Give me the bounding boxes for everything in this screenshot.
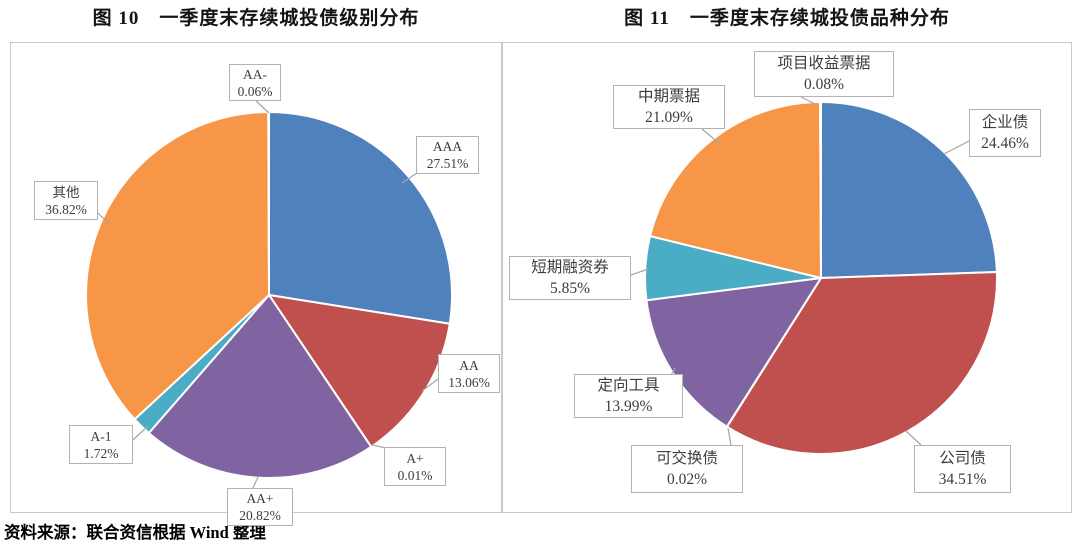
callout-project-revenue-note: 项目收益票据 0.08%: [754, 51, 894, 97]
figure-11-chart-panel: 项目收益票据 0.08% 中期票据 21.09% 企业债 24.46% 短期融资…: [502, 42, 1072, 513]
callout-category: 企业债: [981, 114, 1029, 131]
callout-aaa: AAA 27.51%: [416, 136, 479, 174]
callout-percent: 20.82%: [239, 508, 281, 523]
pie-slices: [644, 100, 998, 455]
callout-percent: 36.82%: [45, 201, 87, 217]
leader-line: [132, 425, 149, 441]
callout-percent: 0.08%: [803, 76, 845, 93]
pie-chart-rating-svg: [85, 99, 453, 489]
leader-line: [254, 99, 270, 114]
callout-short-term-cp: 短期融资券 5.85%: [509, 256, 631, 300]
callout-aa: AA 13.06%: [438, 354, 500, 393]
callout-category: A+: [406, 450, 424, 466]
leader-line: [727, 427, 732, 446]
callout-percent: 5.85%: [549, 280, 591, 297]
callout-category: 短期融资券: [531, 259, 609, 276]
callout-mtn: 中期票据 21.09%: [613, 85, 725, 129]
pie-slice-0: [268, 111, 453, 325]
callout-percent: 0.02%: [666, 471, 708, 488]
callout-category: AAA: [432, 139, 463, 154]
callout-percent: 1.72%: [83, 445, 119, 461]
callout-category: 中期票据: [637, 88, 700, 105]
callout-category: AA: [459, 357, 479, 373]
callout-category: 可交换债: [655, 450, 718, 467]
leader-lines: [630, 96, 970, 446]
callout-a-1: A-1 1.72%: [69, 425, 133, 464]
pie-slice-1: [725, 271, 998, 455]
leader-line: [905, 430, 922, 446]
callout-exchangeable-bond: 可交换债 0.02%: [631, 445, 743, 493]
pie-slice-6: [267, 111, 270, 296]
leader-lines: [95, 99, 439, 489]
callout-percent: 27.51%: [426, 156, 469, 171]
leader-line: [252, 476, 259, 489]
callout-category: AA+: [246, 491, 274, 506]
figure-11-title: 图 11 一季度末存续城投债品种分布: [624, 8, 950, 29]
callout-percent: 13.99%: [604, 398, 653, 415]
data-source-note: 资料来源：联合资信根据 Wind 整理: [4, 523, 266, 542]
leader-line: [701, 128, 721, 145]
pie-slice-1: [268, 294, 451, 448]
pie-chart-bond-type-svg: [630, 96, 998, 455]
callout-category: A-1: [90, 428, 112, 444]
callout-category: 其他: [52, 184, 80, 200]
leader-line: [943, 140, 970, 155]
callout-percent: 13.06%: [448, 374, 490, 390]
callout-percent: 24.46%: [981, 135, 1029, 152]
callout-ppn: 定向工具 13.99%: [574, 374, 683, 418]
callout-category: 定向工具: [597, 377, 660, 394]
pie-slice-6: [819, 100, 822, 279]
callout-percent: 0.01%: [397, 467, 433, 483]
callout-percent: 34.51%: [938, 471, 987, 488]
callout-percent: 0.06%: [237, 83, 273, 99]
callout-aa-minus: AA- 0.06%: [229, 64, 281, 101]
callout-other: 其他 36.82%: [34, 181, 98, 220]
leader-line: [800, 96, 818, 106]
callout-category: AA-: [243, 66, 267, 82]
callout-percent: 21.09%: [645, 109, 693, 126]
callout-enterprise-bond: 企业债 24.46%: [969, 109, 1041, 157]
leader-line: [630, 268, 649, 276]
callout-category: 公司债: [939, 450, 986, 467]
pie-slice-0: [820, 101, 998, 279]
pie-slices: [85, 111, 453, 479]
leader-line: [421, 378, 439, 392]
leader-line: [401, 172, 418, 184]
callout-aa-plus: AA+ 20.82%: [227, 488, 293, 526]
figure-10-chart-panel: AA- 0.06% AAA 27.51% 其他 36.82% AA 13.06%…: [10, 42, 502, 526]
figure-10-title: 图 10 一季度末存续城投债级别分布: [92, 8, 420, 29]
leader-line: [95, 210, 110, 225]
pie-slice-5: [85, 111, 270, 421]
callout-category: 项目收益票据: [777, 55, 871, 72]
callout-a-plus: A+ 0.01%: [384, 447, 446, 486]
pie-slice-5: [649, 101, 822, 279]
callout-corporate-bond: 公司债 34.51%: [914, 445, 1011, 493]
